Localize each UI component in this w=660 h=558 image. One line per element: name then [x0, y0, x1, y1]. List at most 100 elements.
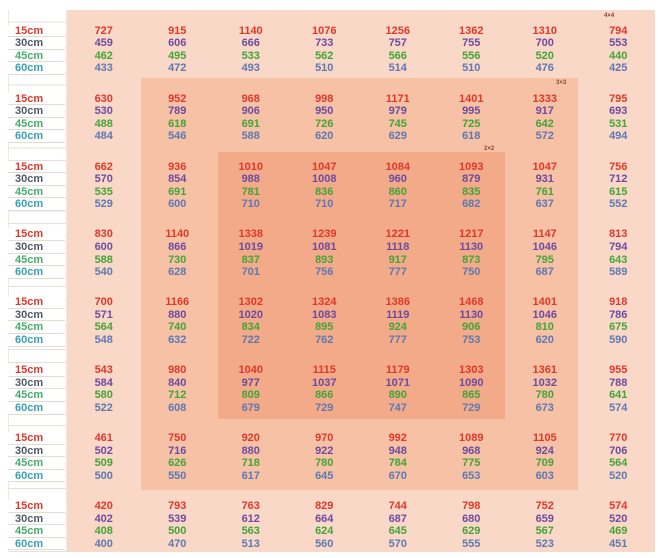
value-cell: 786 [609, 308, 628, 321]
value-cell: 727 [94, 24, 113, 37]
value-cell: 682 [462, 198, 481, 211]
value-cell: 470 [168, 537, 187, 550]
value-cell: 747 [388, 401, 407, 414]
value-cell: 1046 [532, 308, 557, 321]
row-label: 30cm [8, 105, 65, 118]
value-cell: 420 [94, 500, 113, 512]
row-label: 15cm [8, 24, 65, 38]
value-cell: 433 [94, 62, 113, 75]
value-cell: 564 [609, 457, 628, 470]
value-row: 502 716 880 922 948 968 924 706 [67, 445, 655, 458]
value-cell: 600 [94, 240, 113, 253]
value-cell: 600 [168, 198, 187, 211]
value-cell: 952 [168, 92, 187, 105]
value-cell: 462 [94, 49, 113, 62]
value-cell: 716 [168, 444, 187, 457]
value-cell: 461 [94, 432, 113, 445]
value-cell: 629 [462, 525, 481, 538]
value-cell: 584 [94, 376, 113, 389]
value-cell: 1386 [385, 296, 410, 309]
value-cell: 533 [241, 49, 260, 62]
value-cell: 500 [168, 525, 187, 538]
row-label-group: 15cm 30cm 45cm 60cm [8, 296, 65, 347]
value-cell: 701 [241, 266, 260, 279]
value-row: 588 730 837 893 917 873 795 643 [67, 254, 655, 267]
value-row: 461 750 920 970 992 1089 1105 770 [67, 432, 655, 445]
value-row: 584 840 977 1037 1071 1090 1032 788 [67, 377, 655, 390]
value-cell: 687 [388, 512, 407, 525]
value-cell: 793 [168, 500, 187, 512]
value-row: 548 632 722 762 777 753 620 590 [67, 334, 655, 347]
value-cell: 789 [168, 105, 187, 118]
zone-annotation-middle: 3×3 [556, 80, 567, 86]
value-cell: 653 [462, 469, 481, 482]
value-row: 530 789 906 950 979 995 917 693 [67, 105, 655, 118]
value-cell: 1130 [459, 308, 484, 321]
value-cell: 459 [94, 37, 113, 50]
value-cell: 588 [94, 253, 113, 266]
value-cell: 400 [94, 537, 113, 550]
value-cell: 679 [241, 401, 260, 414]
zone-annotation-inner: 2×2 [484, 146, 495, 152]
value-cell: 1040 [238, 364, 263, 377]
value-cell: 726 [315, 117, 334, 130]
value-row: 564 740 834 895 924 906 810 675 [67, 321, 655, 334]
value-cell: 664 [315, 512, 334, 525]
value-cell: 1362 [459, 24, 484, 37]
value-cell: 637 [535, 198, 554, 211]
value-cell: 1166 [165, 296, 190, 309]
value-cell: 992 [388, 432, 407, 445]
value-cell: 1140 [238, 24, 263, 37]
value-cell: 617 [241, 469, 260, 482]
value-cell: 588 [241, 130, 260, 143]
row-label-group: 15cm 30cm 45cm 60cm [8, 364, 65, 415]
value-cell: 977 [241, 376, 260, 389]
value-cell: 895 [315, 321, 334, 334]
value-cell: 829 [315, 500, 334, 512]
value-cell: 750 [462, 266, 481, 279]
value-cell: 618 [462, 130, 481, 143]
value-cell: 1093 [459, 160, 484, 173]
value-cell: 866 [168, 240, 187, 253]
value-cell: 1303 [459, 364, 484, 377]
value-cell: 998 [315, 92, 334, 105]
value-cell: 628 [168, 266, 187, 279]
row-label: 15cm [8, 364, 65, 377]
row-label-group: 15cm 30cm 45cm 60cm [8, 160, 65, 211]
value-cell: 1338 [238, 228, 263, 241]
value-cell: 948 [388, 444, 407, 457]
value-cell: 718 [241, 457, 260, 470]
value-cell: 784 [388, 457, 407, 470]
value-cell: 530 [94, 105, 113, 118]
row-label: 60cm [8, 266, 65, 279]
value-cell: 865 [462, 389, 481, 402]
value-row: 500 550 617 645 670 653 603 520 [67, 470, 655, 483]
value-row: 543 980 1040 1115 1179 1303 1361 955 [67, 364, 655, 377]
row-label: 15cm [8, 500, 65, 513]
value-cell: 988 [241, 173, 260, 186]
value-cell: 540 [94, 266, 113, 279]
value-cell: 567 [535, 525, 554, 538]
value-cell: 1401 [459, 92, 484, 105]
value-cell: 1115 [312, 364, 336, 377]
value-cell: 580 [94, 389, 113, 402]
row-label: 60cm [8, 334, 65, 347]
value-cell: 543 [94, 364, 113, 377]
row-label: 30cm [8, 37, 65, 50]
value-cell: 425 [609, 62, 628, 75]
value-cell: 520 [609, 469, 628, 482]
value-row: 727 915 1140 1076 1256 1362 1310 794 [67, 25, 655, 38]
row-label: 30cm [8, 173, 65, 186]
value-cell: 745 [388, 117, 407, 130]
value-cell: 606 [168, 37, 187, 50]
row-label-group: 15cm 30cm 45cm 60cm [8, 432, 65, 483]
row-label-group: 15cm 30cm 45cm 60cm [8, 92, 65, 143]
value-cell: 866 [315, 389, 334, 402]
value-cell: 1221 [385, 228, 410, 241]
value-row: 459 606 666 733 757 755 700 553 [67, 37, 655, 50]
value-cell: 890 [388, 389, 407, 402]
value-row-group: 700 1166 1302 1324 1386 1468 1401 918 571 880 1020… [67, 296, 655, 346]
value-row: 433 472 493 510 514 510 476 425 [67, 62, 655, 75]
value-cell: 777 [388, 266, 407, 279]
value-cell: 687 [535, 266, 554, 279]
